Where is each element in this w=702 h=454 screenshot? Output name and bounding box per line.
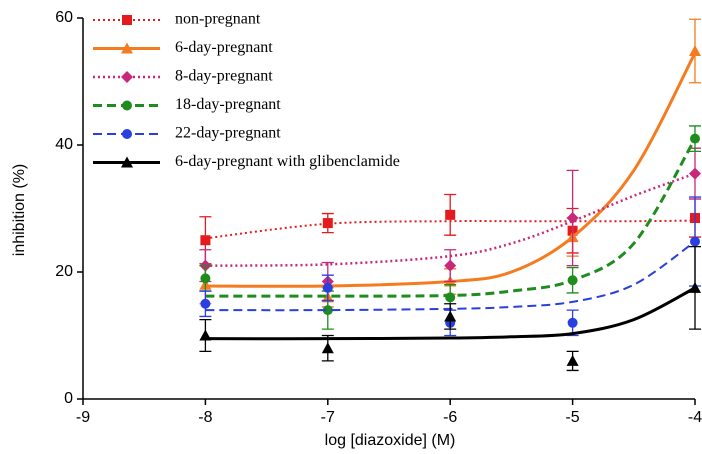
x-tick-label: -5 bbox=[565, 409, 579, 426]
fit-curve bbox=[205, 219, 696, 240]
marker bbox=[566, 212, 579, 225]
marker bbox=[121, 156, 133, 168]
marker bbox=[121, 71, 133, 83]
x-tick-label: -8 bbox=[198, 409, 212, 426]
marker bbox=[322, 282, 333, 293]
marker bbox=[200, 298, 211, 309]
marker bbox=[689, 281, 701, 293]
marker bbox=[690, 236, 700, 247]
y-tick-label: 40 bbox=[55, 136, 73, 153]
marker bbox=[567, 317, 578, 328]
y-tick-label: 0 bbox=[64, 390, 73, 407]
legend-label: 6-day-pregnant with glibenclamide bbox=[175, 153, 400, 170]
marker bbox=[689, 167, 701, 180]
marker bbox=[566, 354, 579, 366]
marker bbox=[567, 275, 578, 286]
x-tick-label: -4 bbox=[688, 409, 702, 426]
marker bbox=[322, 218, 333, 229]
fit-curve bbox=[205, 172, 696, 267]
legend-label: 22-day-pregnant bbox=[175, 125, 281, 142]
x-tick-label: -7 bbox=[321, 409, 335, 426]
fit-curve bbox=[205, 52, 697, 288]
legend-label: 18-day-pregnant bbox=[175, 96, 281, 113]
marker bbox=[445, 292, 456, 303]
marker bbox=[444, 259, 457, 272]
marker bbox=[689, 45, 701, 57]
marker bbox=[322, 305, 333, 316]
x-tick-label: -6 bbox=[443, 409, 457, 426]
y-tick-label: 20 bbox=[55, 263, 73, 280]
marker bbox=[121, 42, 133, 54]
x-tick-label: -9 bbox=[76, 409, 90, 426]
fit-curve bbox=[205, 286, 696, 341]
marker bbox=[122, 15, 132, 25]
marker bbox=[690, 133, 700, 144]
marker bbox=[122, 129, 132, 139]
marker bbox=[200, 273, 211, 284]
y-axis-title: inhibition (%) bbox=[11, 164, 28, 256]
x-axis-title: log [diazoxide] (M) bbox=[325, 432, 456, 449]
marker bbox=[200, 235, 211, 246]
legend-label: non-pregnant bbox=[175, 11, 261, 28]
marker bbox=[445, 209, 456, 220]
legend-label: 6-day-pregnant bbox=[175, 39, 273, 56]
marker bbox=[321, 342, 334, 354]
marker bbox=[122, 100, 132, 111]
fit-curve bbox=[205, 137, 697, 298]
legend-label: 8-day-pregnant bbox=[175, 68, 273, 85]
marker bbox=[444, 310, 457, 322]
y-tick-label: 60 bbox=[55, 9, 73, 26]
marker bbox=[199, 329, 212, 341]
